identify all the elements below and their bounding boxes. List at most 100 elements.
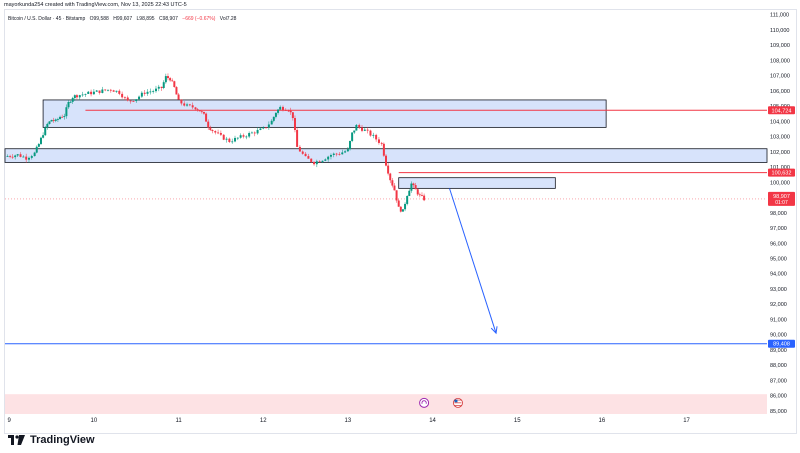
candle-body bbox=[202, 111, 205, 114]
projection-arrow[interactable] bbox=[449, 188, 497, 334]
candle-body bbox=[338, 153, 341, 155]
high-value: H99,607 bbox=[113, 16, 133, 22]
candle-body bbox=[341, 152, 344, 155]
x-tick-label: 17 bbox=[683, 418, 690, 424]
tradingview-logo-icon bbox=[8, 435, 25, 445]
candle-body bbox=[321, 160, 324, 163]
candle-body bbox=[121, 93, 124, 98]
candle-body bbox=[173, 81, 176, 88]
candle-body bbox=[71, 98, 74, 102]
candle-body bbox=[239, 135, 242, 138]
candle-body bbox=[73, 95, 76, 99]
bar-countdown-label: 01:07 bbox=[775, 200, 788, 206]
candle-body bbox=[44, 127, 47, 136]
symbol-name[interactable]: Bitcoin / U.S. Dollar · 45 · Bitstamp bbox=[8, 16, 86, 22]
open-value: O99,588 bbox=[89, 16, 109, 22]
x-tick-label: 12 bbox=[260, 418, 267, 424]
close-value: C98,907 bbox=[158, 16, 178, 22]
author-line: mayorkunda254 created with TradingView.c… bbox=[4, 2, 187, 8]
y-tick-label: 95,000 bbox=[770, 256, 787, 262]
candle-body bbox=[313, 161, 316, 165]
candle-body bbox=[164, 76, 167, 83]
candle-body bbox=[281, 106, 284, 111]
candle-body bbox=[242, 135, 245, 137]
candle-body bbox=[393, 185, 396, 191]
candle-body bbox=[14, 155, 17, 158]
candle-body bbox=[16, 154, 19, 156]
candle-body bbox=[188, 104, 191, 106]
candle-body bbox=[358, 124, 361, 128]
candle-body bbox=[146, 91, 149, 94]
candle-body bbox=[90, 91, 93, 95]
y-tick-label: 97,000 bbox=[770, 226, 787, 232]
y-tick-label: 85,000 bbox=[770, 409, 787, 415]
candle-body bbox=[287, 110, 290, 112]
candle-body bbox=[404, 203, 407, 210]
candle-body bbox=[183, 103, 186, 106]
candle-body bbox=[149, 91, 152, 93]
x-tick-label: 13 bbox=[345, 418, 352, 424]
candle-body bbox=[214, 131, 217, 133]
candle-body bbox=[152, 91, 155, 92]
candle-body bbox=[50, 119, 53, 122]
candle-body bbox=[307, 156, 310, 159]
candle-body bbox=[329, 154, 332, 157]
candle-body bbox=[30, 156, 33, 158]
candle-body bbox=[277, 109, 280, 113]
candle-body bbox=[115, 90, 118, 92]
candle-body bbox=[389, 173, 392, 181]
candle-body bbox=[104, 89, 107, 91]
candle-body bbox=[78, 95, 81, 98]
candle-body bbox=[81, 94, 84, 96]
flag-canton bbox=[454, 399, 458, 403]
candle-body bbox=[355, 124, 358, 131]
candle-body bbox=[401, 209, 404, 212]
event-flag-icon[interactable] bbox=[419, 397, 430, 408]
y-tick-label: 107,000 bbox=[770, 74, 790, 80]
logo-text: TradingView bbox=[30, 434, 95, 446]
level-price-label: 104,724 bbox=[772, 108, 792, 114]
candle-body bbox=[231, 141, 234, 143]
y-tick-label: 94,000 bbox=[770, 272, 787, 278]
y-tick-label: 88,000 bbox=[770, 363, 787, 369]
candle-body bbox=[349, 140, 352, 150]
candle-body bbox=[59, 116, 62, 120]
y-tick-label: 86,000 bbox=[770, 394, 787, 400]
last-price-label: 98,907 bbox=[773, 194, 790, 200]
candle-body bbox=[410, 183, 413, 191]
candle-body bbox=[194, 107, 197, 110]
y-tick-label: 87,000 bbox=[770, 378, 787, 384]
candle-body bbox=[11, 156, 14, 158]
candle-body bbox=[39, 137, 42, 144]
candle-body bbox=[353, 130, 356, 133]
low-value: L98,895 bbox=[136, 16, 155, 22]
candle-body bbox=[250, 132, 253, 134]
candle-body bbox=[112, 90, 115, 92]
candle-body bbox=[344, 151, 347, 153]
candle-body bbox=[143, 92, 146, 94]
y-tick-label: 91,000 bbox=[770, 317, 787, 323]
candle-body bbox=[35, 146, 38, 153]
candle-body bbox=[351, 132, 354, 141]
candle-body bbox=[67, 102, 70, 108]
candle-body bbox=[304, 153, 307, 157]
symbol-legend: Bitcoin / U.S. Dollar · 45 · Bitstamp O9… bbox=[8, 16, 236, 22]
candle-body bbox=[160, 86, 163, 88]
y-tick-label: 104,000 bbox=[770, 119, 790, 125]
candle-body bbox=[418, 194, 421, 196]
candle-body bbox=[335, 153, 338, 155]
candle-body bbox=[289, 110, 292, 113]
candle-body bbox=[162, 82, 165, 88]
candle-body bbox=[298, 146, 301, 152]
candle-body bbox=[259, 128, 262, 130]
candle-body bbox=[140, 92, 143, 97]
candle-body bbox=[186, 104, 189, 106]
x-tick-label: 9 bbox=[8, 418, 12, 424]
candle-body bbox=[301, 151, 304, 154]
y-tick-label: 90,000 bbox=[770, 333, 787, 339]
tradingview-logo[interactable]: TradingView bbox=[8, 433, 95, 447]
candle-body bbox=[406, 195, 409, 204]
candle-body bbox=[25, 156, 28, 160]
candle-body bbox=[274, 112, 277, 117]
